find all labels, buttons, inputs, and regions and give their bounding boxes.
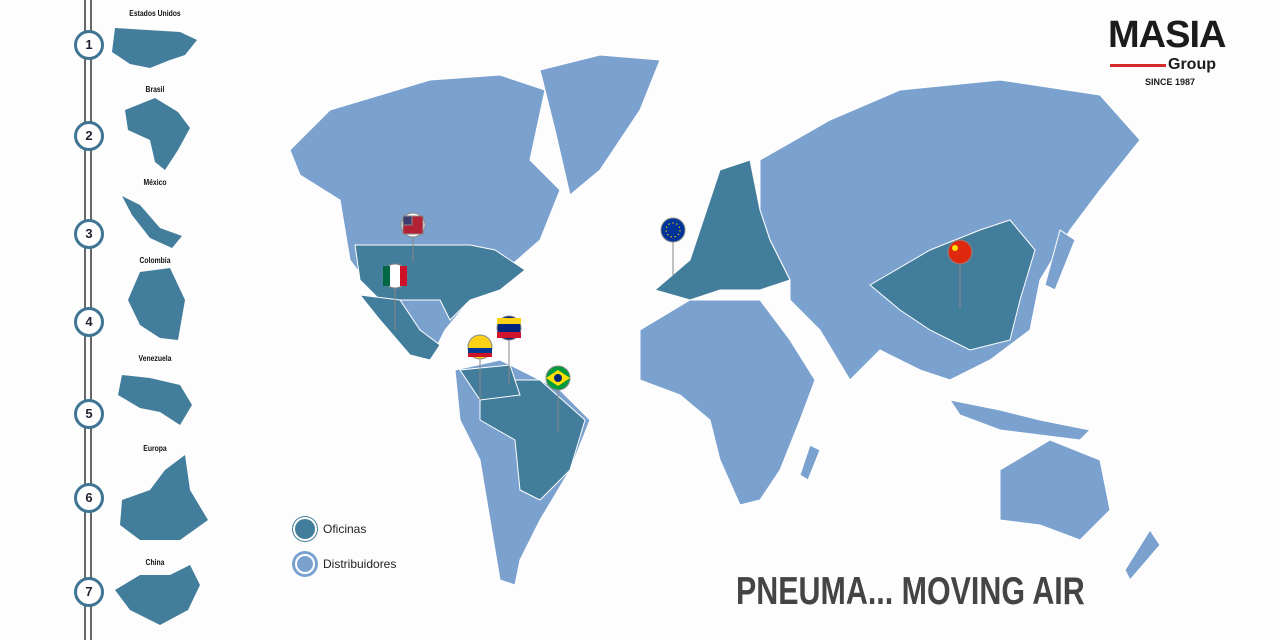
label-china: China bbox=[145, 558, 165, 567]
label-usa: Estados Unidos bbox=[129, 9, 181, 18]
label-brasil: Brasil bbox=[145, 85, 165, 94]
logo-sub: Group bbox=[1168, 56, 1216, 73]
madagascar-shape bbox=[799, 444, 821, 481]
legend-offices: Oficinas bbox=[295, 519, 366, 539]
china-region bbox=[869, 219, 1036, 351]
colombia-pin bbox=[467, 334, 493, 400]
venezuela-shape bbox=[118, 375, 192, 425]
europa-shape bbox=[120, 455, 208, 540]
china-pin bbox=[947, 239, 973, 308]
slogan: PNEUMA... MOVING AIR bbox=[736, 570, 1085, 613]
venezuela-pin bbox=[496, 315, 522, 385]
brazil-pin bbox=[545, 365, 571, 432]
label-mexico: México bbox=[143, 178, 167, 187]
eurasia-shape bbox=[759, 79, 1141, 381]
usa-pin bbox=[400, 212, 426, 262]
step-3: 3 bbox=[74, 219, 104, 249]
mexico-region bbox=[358, 294, 441, 361]
distributors-swatch-icon bbox=[295, 554, 315, 574]
step-4: 4 bbox=[74, 307, 104, 337]
usa-shape bbox=[112, 28, 197, 68]
brazil-region bbox=[479, 379, 586, 501]
mexico-pin bbox=[382, 263, 408, 330]
step-5: 5 bbox=[74, 399, 104, 429]
indonesia-shape bbox=[948, 399, 1092, 441]
africa-shape bbox=[639, 299, 816, 506]
step-6: 6 bbox=[74, 483, 104, 513]
masia-logo: MASIA Group SINCE 1987 bbox=[1108, 16, 1248, 90]
logo-name: MASIA bbox=[1108, 14, 1226, 56]
logo-red-line bbox=[1110, 64, 1166, 67]
brasil-shape bbox=[125, 98, 190, 170]
label-europa: Europa bbox=[143, 444, 167, 453]
label-venezuela: Venezuela bbox=[138, 354, 172, 363]
legend-offices-label: Oficinas bbox=[323, 522, 367, 536]
offices-swatch-icon bbox=[295, 519, 315, 539]
step-2: 2 bbox=[74, 121, 104, 151]
logo-since: SINCE 1987 bbox=[1145, 77, 1196, 87]
step-1: 1 bbox=[74, 30, 104, 60]
new-zealand-shape bbox=[1124, 529, 1161, 581]
greenland-shape bbox=[539, 54, 661, 196]
eu-pin bbox=[660, 217, 686, 275]
sidebar-country-shapes bbox=[112, 28, 208, 625]
mexico-shape bbox=[122, 196, 182, 248]
pins bbox=[382, 212, 973, 432]
legend-distributors: Distribuidores bbox=[295, 554, 396, 574]
china-shape bbox=[115, 565, 200, 625]
australia-shape bbox=[999, 439, 1111, 541]
label-colombia: Colombia bbox=[139, 256, 171, 265]
office-regions bbox=[354, 159, 1036, 501]
colombia-shape bbox=[128, 268, 185, 340]
step-7: 7 bbox=[74, 577, 104, 607]
europe-region bbox=[653, 159, 791, 301]
japan-shape bbox=[1044, 229, 1076, 291]
colombia-venezuela-region bbox=[459, 364, 521, 401]
distributor-regions bbox=[289, 54, 1161, 586]
north-america-shape bbox=[289, 74, 561, 361]
legend-distributors-label: Distribuidores bbox=[323, 557, 397, 571]
